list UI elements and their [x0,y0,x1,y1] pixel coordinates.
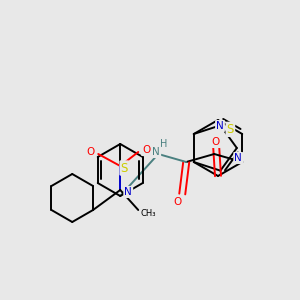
Text: N: N [152,147,160,157]
Text: S: S [227,123,234,136]
Text: O: O [142,145,150,155]
Text: N: N [216,121,224,131]
Text: O: O [212,137,220,147]
Text: O: O [173,197,182,207]
Text: N: N [234,153,242,163]
Text: S: S [121,161,128,175]
Text: H: H [160,139,167,149]
Text: O: O [86,147,94,157]
Text: CH₃: CH₃ [140,209,156,218]
Text: N: N [124,187,132,197]
